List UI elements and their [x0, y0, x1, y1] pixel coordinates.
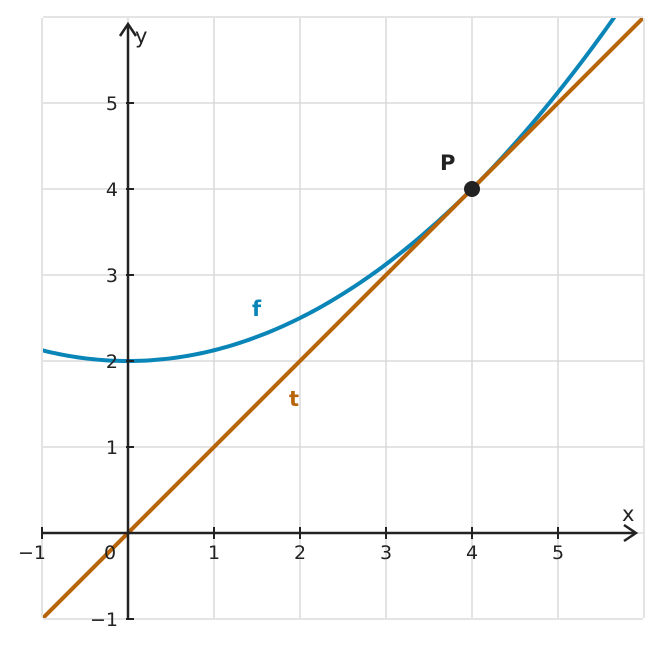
curve-f: [43, 18, 617, 364]
point-p-marker: [464, 181, 480, 197]
line-t-label: t: [289, 387, 299, 411]
line-t: [43, 18, 643, 618]
point-p-label: P: [440, 151, 455, 175]
markers: [464, 181, 480, 197]
curves: [43, 18, 643, 618]
x-axis-arrow: [623, 523, 639, 543]
curve-f-label: f: [252, 297, 262, 321]
y-tick-label: 2: [106, 351, 118, 373]
y-axis-label: y: [135, 24, 147, 48]
origin-label: 0: [104, 542, 116, 564]
x-tick-label: 2: [294, 542, 306, 564]
labels: x y 0 f t P: [104, 24, 634, 564]
axes: [43, 21, 639, 618]
y-tick-label: −1: [90, 609, 118, 631]
y-tick-label: 3: [106, 265, 118, 287]
x-tick-label: 3: [380, 542, 392, 564]
y-tick-label: 5: [106, 93, 118, 115]
y-tick-label: 4: [106, 179, 118, 201]
x-tick-label: −1: [18, 542, 46, 564]
ticks: −1 1 2 3 4 5 −1 1 2 3 4 5: [18, 93, 564, 631]
x-axis-label: x: [622, 502, 634, 526]
x-tick-label: 5: [552, 542, 564, 564]
x-tick-label: 4: [466, 542, 478, 564]
y-tick-label: 1: [106, 437, 118, 459]
x-tick-label: 1: [208, 542, 220, 564]
y-axis-arrow: [118, 21, 138, 37]
